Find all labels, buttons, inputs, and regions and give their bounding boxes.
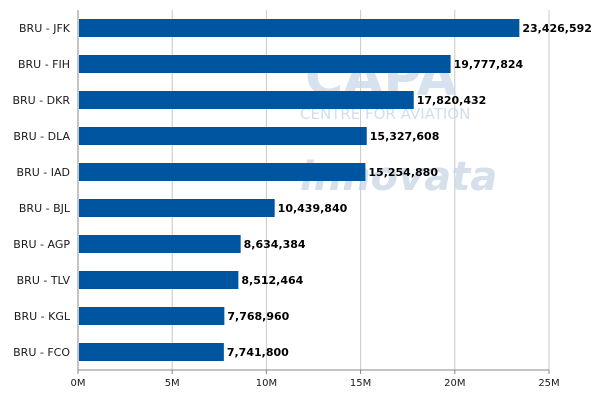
bar bbox=[79, 235, 241, 253]
category-label: BRU - KGL bbox=[14, 310, 71, 323]
bar bbox=[79, 91, 414, 109]
category-label: BRU - DKR bbox=[12, 94, 70, 107]
x-tick-label: 10M bbox=[256, 378, 277, 389]
watermark-centre-text: CENTRE FOR AVIATION bbox=[300, 105, 470, 123]
x-tick-label: 5M bbox=[165, 378, 180, 389]
bar bbox=[79, 307, 225, 325]
bar bbox=[79, 271, 239, 289]
category-label: BRU - BJL bbox=[19, 202, 71, 215]
data-label: 15,254,880 bbox=[368, 166, 438, 179]
data-label: 8,512,464 bbox=[241, 274, 303, 287]
labels-layer: BRU - JFK 23,426,592 BRU - FIH 19,777,824 BR… bbox=[12, 22, 591, 359]
data-label: 7,768,960 bbox=[227, 310, 289, 323]
x-tick-label: 15M bbox=[350, 378, 371, 389]
category-label: BRU - AGP bbox=[13, 238, 70, 251]
data-label: 17,820,432 bbox=[417, 94, 487, 107]
data-label: 10,439,840 bbox=[278, 202, 348, 215]
bars-layer bbox=[79, 19, 520, 361]
x-tick-label: 25M bbox=[538, 378, 559, 389]
bar bbox=[79, 199, 275, 217]
data-label: 19,777,824 bbox=[454, 58, 524, 71]
category-label: BRU - FCO bbox=[13, 346, 70, 359]
bar bbox=[79, 19, 520, 37]
category-label: BRU - DLA bbox=[13, 130, 70, 143]
x-tick-label: 0M bbox=[71, 378, 86, 389]
data-label: 23,426,592 bbox=[522, 22, 592, 35]
data-label: 7,741,800 bbox=[227, 346, 289, 359]
x-axis: 0M 5M 10M 15M 20M 25M bbox=[71, 10, 560, 389]
category-label: BRU - IAD bbox=[17, 166, 70, 179]
category-label: BRU - JFK bbox=[19, 22, 71, 35]
category-label: BRU - TLV bbox=[17, 274, 71, 287]
bar bbox=[79, 343, 224, 361]
category-label: BRU - FIH bbox=[18, 58, 70, 71]
data-label: 8,634,384 bbox=[244, 238, 306, 251]
data-label: 15,327,608 bbox=[370, 130, 440, 143]
bar bbox=[79, 55, 451, 73]
bar bbox=[79, 163, 366, 181]
bar bbox=[79, 127, 367, 145]
x-tick-label: 20M bbox=[444, 378, 465, 389]
